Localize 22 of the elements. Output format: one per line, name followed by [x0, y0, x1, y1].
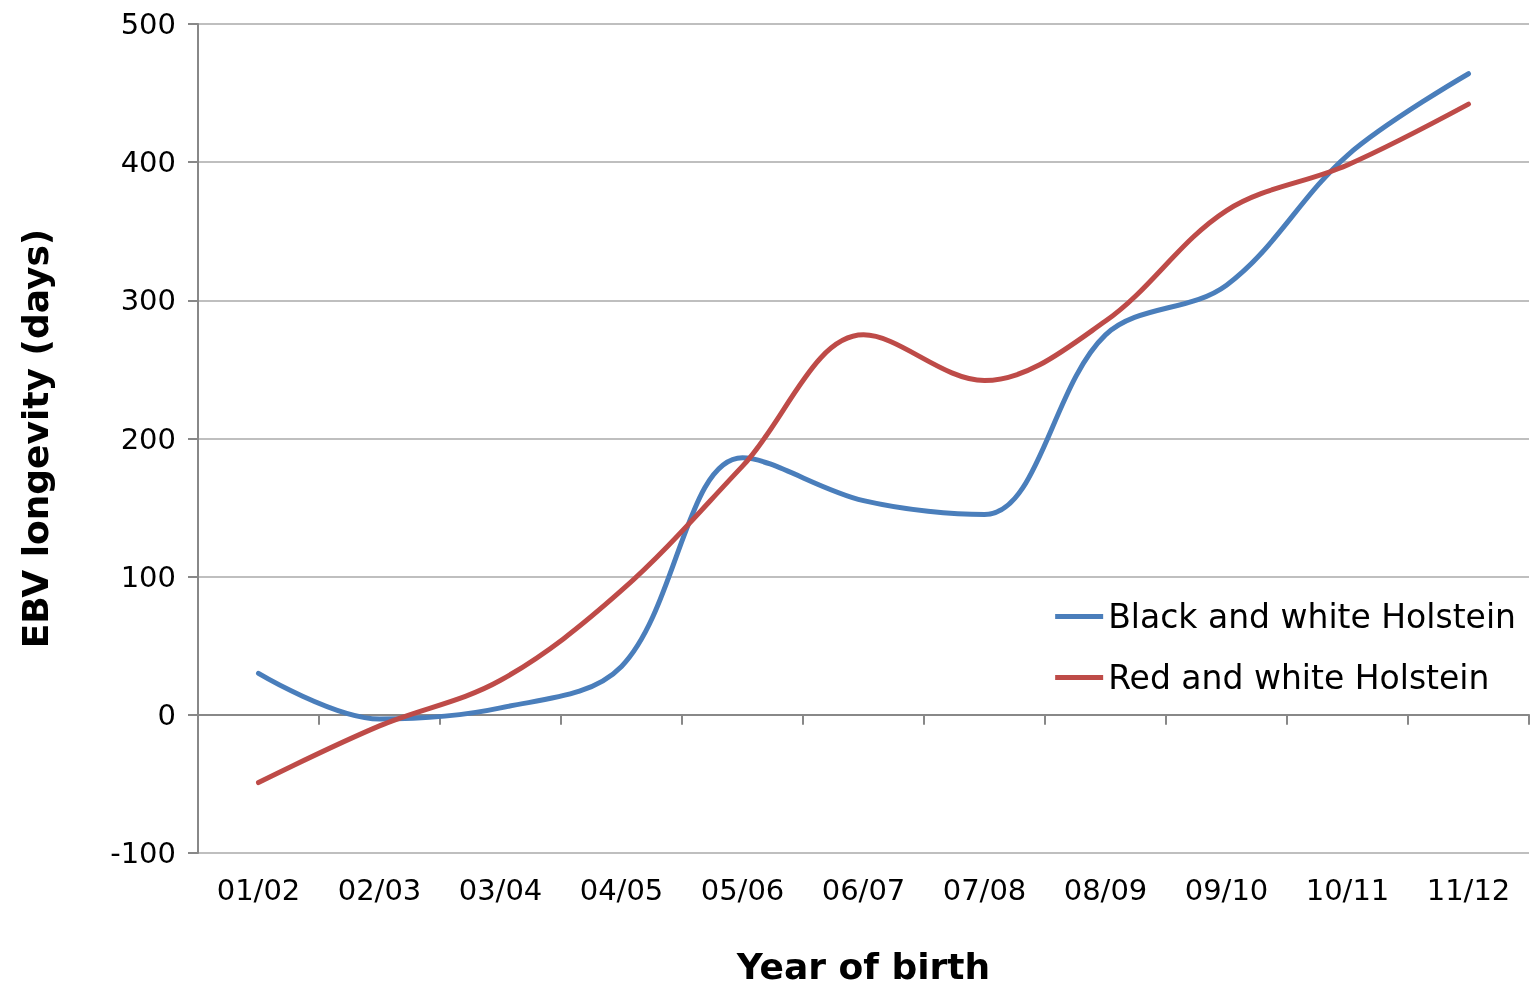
- y-tick-label: 500: [120, 7, 176, 41]
- legend-label: Red and white Holstein: [1108, 658, 1490, 697]
- y-tick-label: 400: [120, 145, 176, 180]
- y-tick-label: 0: [157, 697, 176, 732]
- y-tick-label: -100: [110, 836, 176, 870]
- x-tick-label: 08/09: [1063, 872, 1148, 907]
- y-tick-label: 100: [120, 559, 176, 594]
- x-tick-label: 11/12: [1426, 872, 1511, 907]
- y-tick-label: 300: [120, 283, 176, 318]
- x-tick-label: 06/07: [821, 872, 906, 907]
- x-tick-label: 05/06: [700, 872, 785, 907]
- legend-label: Black and white Holstein: [1108, 597, 1516, 636]
- x-tick-label: 09/10: [1184, 872, 1269, 907]
- x-tick-label: 03/04: [458, 872, 543, 907]
- y-axis-title: EBV longevity (days): [14, 228, 56, 649]
- x-tick-label: 10/11: [1305, 872, 1390, 907]
- y-tick-label: 200: [120, 421, 176, 456]
- x-tick-label: 02/03: [337, 872, 422, 907]
- x-axis-title: Year of birth: [735, 945, 991, 987]
- x-tick-label: 01/02: [216, 872, 301, 907]
- x-tick-label: 04/05: [579, 872, 664, 907]
- x-tick-label: 07/08: [942, 872, 1027, 907]
